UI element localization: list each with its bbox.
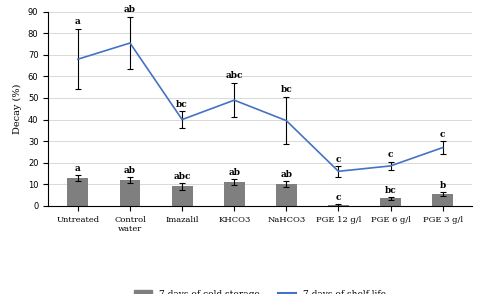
Text: c: c [440, 130, 445, 139]
Text: c: c [335, 193, 341, 202]
Text: abc: abc [226, 71, 243, 80]
Text: bc: bc [176, 100, 188, 109]
Text: c: c [388, 151, 393, 159]
Text: a: a [75, 164, 81, 173]
Text: ab: ab [281, 170, 293, 179]
Legend: 7 days of cold storage, 7 days of shelf life: 7 days of cold storage, 7 days of shelf … [131, 286, 390, 294]
Bar [120, 180, 140, 206]
Text: ab: ab [228, 168, 240, 177]
Bar [276, 184, 297, 206]
Text: bc: bc [385, 186, 396, 195]
Text: c: c [335, 155, 341, 164]
Bar [224, 182, 245, 206]
Bar [172, 186, 192, 206]
Text: ab: ab [124, 166, 136, 175]
Y-axis label: Decay (%): Decay (%) [13, 83, 22, 134]
Text: abc: abc [174, 173, 191, 181]
Text: bc: bc [281, 85, 292, 94]
Text: a: a [75, 17, 81, 26]
Text: b: b [440, 181, 446, 191]
Bar [328, 205, 349, 206]
Bar [380, 198, 401, 206]
Bar [432, 194, 453, 206]
Text: ab: ab [124, 5, 136, 14]
Bar [67, 178, 88, 206]
